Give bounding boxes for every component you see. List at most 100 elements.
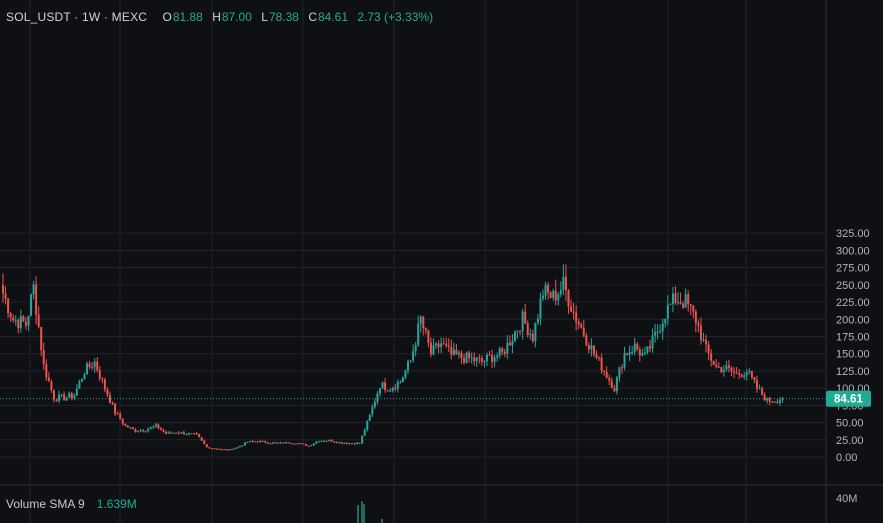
candle-body <box>577 321 580 325</box>
candle-body <box>32 284 35 295</box>
candle-body <box>345 443 348 445</box>
price-tick-label: 125.00 <box>836 366 870 378</box>
candle-body <box>730 367 733 372</box>
candle-body <box>356 442 359 445</box>
candle-body <box>17 320 20 329</box>
candle-body <box>249 440 252 442</box>
candle-body <box>600 357 603 371</box>
candle-body <box>417 323 420 346</box>
candle-body <box>2 285 4 294</box>
candle-body <box>228 449 231 451</box>
candle-body <box>63 394 66 401</box>
candle-body <box>409 360 412 362</box>
candle-body <box>391 388 394 391</box>
candle-body <box>274 442 277 444</box>
candle-body <box>598 357 601 359</box>
current-price-label: 84.61 <box>834 394 863 406</box>
candle-body <box>590 345 593 350</box>
candle-body <box>455 349 458 355</box>
candle-body <box>116 413 119 415</box>
price-tick-label: 225.00 <box>836 297 870 309</box>
candle-body <box>282 442 285 444</box>
candle-body <box>86 363 89 375</box>
candle-body <box>233 448 236 450</box>
candle-body <box>595 354 598 358</box>
volume-axis-label: 40M <box>836 493 857 505</box>
candle-body <box>526 323 529 336</box>
candle-body <box>452 349 455 355</box>
candle-body <box>361 435 364 444</box>
candle-body <box>256 441 259 443</box>
candle-body <box>47 377 50 382</box>
candle-body <box>748 371 751 373</box>
candle-body <box>450 346 453 355</box>
price-axis[interactable]: 325.00 300.00 275.00 250.00 225.00 200.00 175.… <box>836 228 870 464</box>
candle-body <box>180 432 183 434</box>
candle-body <box>580 324 583 328</box>
candle-body <box>735 372 738 374</box>
symbol-title[interactable]: SOL_USDT · 1W · MEXC <box>6 10 148 24</box>
low-value: 78.38 <box>268 10 299 24</box>
candle-body <box>328 439 331 441</box>
candle-body <box>312 443 315 446</box>
price-tick-label: 175.00 <box>836 332 870 344</box>
candle-body <box>473 357 476 362</box>
price-tick-label: 250.00 <box>836 280 870 292</box>
candle-body <box>98 370 101 379</box>
open-label: O <box>162 10 172 24</box>
candle-body <box>292 443 295 445</box>
candle-body <box>114 403 117 414</box>
candle-body <box>498 348 501 356</box>
candle-body <box>475 357 478 362</box>
volume-indicator-legend[interactable]: Volume SMA 9 1.639M <box>6 497 137 511</box>
candle-body <box>52 389 55 401</box>
candle-body <box>376 393 379 402</box>
candle-body <box>771 401 774 403</box>
candle-body <box>710 353 713 361</box>
candle-body <box>717 366 720 368</box>
candle-body <box>279 442 282 444</box>
candle-body <box>631 352 634 354</box>
candle-body <box>198 433 201 438</box>
candle-body <box>727 365 730 368</box>
volume-indicator-value: 1.639M <box>96 497 137 511</box>
candle-body <box>781 398 784 401</box>
price-tick-label: 325.00 <box>836 228 870 240</box>
candle-body <box>664 318 667 324</box>
candle-body <box>705 339 708 345</box>
candle-body <box>106 389 109 396</box>
candle-body <box>651 335 654 349</box>
candle-body <box>277 442 280 444</box>
candle-body <box>294 443 297 445</box>
candle-body <box>241 445 244 447</box>
candle-body <box>626 353 629 355</box>
candle-body <box>493 357 496 362</box>
candle-body <box>773 401 776 403</box>
candle-body <box>457 352 460 355</box>
candle-body <box>699 325 702 341</box>
candle-body <box>154 424 157 427</box>
candle-body <box>562 276 565 290</box>
candle-body <box>80 379 83 382</box>
candle-body <box>9 313 12 318</box>
volume-bar <box>363 504 365 523</box>
candle-body <box>412 351 415 361</box>
candle-body <box>231 449 234 451</box>
candle-body <box>289 443 292 445</box>
candle-body <box>623 353 626 368</box>
candle-body <box>195 433 198 435</box>
candle-body <box>157 424 160 429</box>
candle-body <box>485 354 488 362</box>
candle-body <box>501 348 504 352</box>
low-label: L <box>261 10 268 24</box>
candle-body <box>7 298 10 314</box>
candle-body <box>124 423 127 426</box>
candle-body <box>119 413 122 420</box>
candle-body <box>437 343 440 348</box>
candle-body <box>564 276 567 291</box>
candle-body <box>4 293 7 299</box>
candle-body <box>70 393 73 399</box>
